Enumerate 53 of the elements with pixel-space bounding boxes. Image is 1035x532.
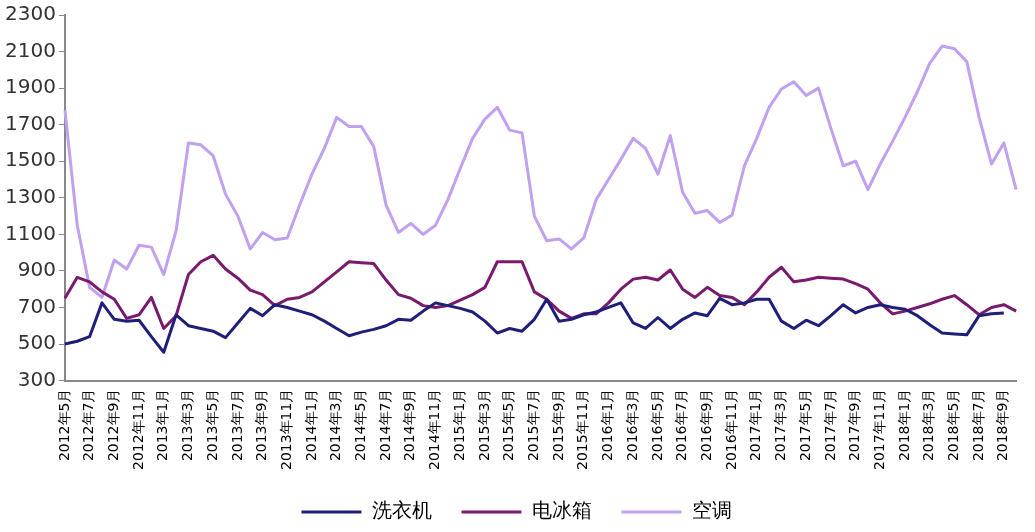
x-tick-label: 2016年11月 <box>722 388 739 471</box>
x-tick-label: 2015年3月 <box>475 388 492 462</box>
x-tick-label: 2014年11月 <box>426 388 443 471</box>
y-tick-label: 1500 <box>4 147 56 172</box>
x-tick-label: 2017年5月 <box>796 388 813 462</box>
x-tick-label: 2013年3月 <box>179 388 196 462</box>
y-tick-label: 900 <box>17 257 56 282</box>
x-tick-label: 2013年11月 <box>277 388 294 471</box>
y-tick-label: 1700 <box>4 110 56 135</box>
x-tick-label: 2015年9月 <box>549 388 566 462</box>
legend-label: 洗衣机 <box>371 498 432 523</box>
y-tick-label: 300 <box>17 366 56 391</box>
x-tick-label: 2012年9月 <box>104 388 121 462</box>
x-tick-label: 2016年7月 <box>673 388 690 462</box>
x-tick-label: 2018年5月 <box>945 388 962 462</box>
x-tick-label: 2018年3月 <box>920 388 937 462</box>
y-tick-label: 2300 <box>4 1 56 26</box>
y-tick-label: 1900 <box>4 74 56 99</box>
legend-label: 电冰箱 <box>531 498 592 523</box>
x-tick-label: 2018年7月 <box>969 388 986 462</box>
x-tick-label: 2017年3月 <box>772 388 789 462</box>
x-tick-label: 2016年5月 <box>648 388 665 462</box>
x-tick-label: 2016年9月 <box>697 388 714 462</box>
x-tick-label: 2018年1月 <box>895 388 912 462</box>
x-tick-label: 2017年1月 <box>747 388 764 462</box>
x-tick-label: 2017年11月 <box>870 388 887 471</box>
y-tick-label: 1100 <box>4 220 56 245</box>
x-tick-label: 2017年9月 <box>846 388 863 462</box>
x-tick-label: 2013年1月 <box>154 388 171 462</box>
y-tick-label: 1300 <box>4 183 56 208</box>
x-tick-label: 2015年11月 <box>574 388 591 471</box>
y-tick-label: 500 <box>17 330 56 355</box>
x-tick-label: 2014年5月 <box>352 388 369 462</box>
x-tick-label: 2014年1月 <box>302 388 319 462</box>
x-tick-label: 2013年9月 <box>253 388 270 462</box>
x-tick-label: 2015年7月 <box>525 388 542 462</box>
x-tick-label: 2018年9月 <box>994 388 1011 462</box>
x-tick-label: 2012年11月 <box>129 388 146 471</box>
legend-label: 空调 <box>691 498 732 523</box>
x-tick-label: 2014年9月 <box>401 388 418 462</box>
x-tick-label: 2012年5月 <box>55 388 72 462</box>
x-tick-label: 2015年5月 <box>500 388 517 462</box>
x-tick-label: 2015年1月 <box>450 388 467 462</box>
x-tick-label: 2016年3月 <box>623 388 640 462</box>
x-tick-label: 2014年7月 <box>376 388 393 462</box>
x-tick-label: 2013年5月 <box>203 388 220 462</box>
x-tick-label: 2012年7月 <box>80 388 97 462</box>
y-tick-label: 700 <box>17 293 56 318</box>
x-tick-label: 2013年7月 <box>228 388 245 462</box>
y-tick-label: 2100 <box>4 37 56 62</box>
x-tick-label: 2016年1月 <box>599 388 616 462</box>
x-tick-label: 2014年3月 <box>327 388 344 462</box>
x-tick-label: 2017年7月 <box>821 388 838 462</box>
